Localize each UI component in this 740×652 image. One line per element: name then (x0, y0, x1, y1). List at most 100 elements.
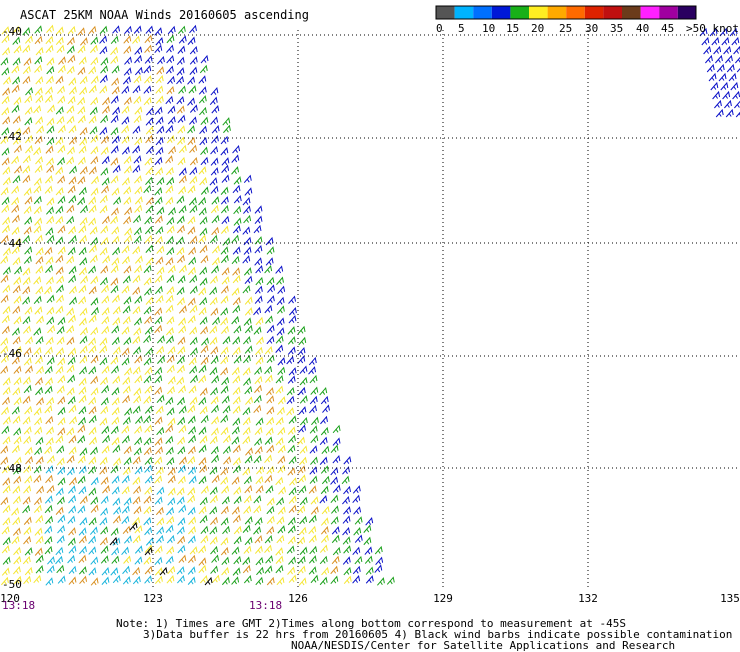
wind-barb (275, 564, 284, 574)
wind-barb (298, 526, 307, 536)
wind-barb (188, 256, 197, 266)
wind-barb (79, 234, 87, 244)
wind-barb (221, 164, 230, 174)
wind-barb (78, 386, 87, 395)
wind-barb (123, 445, 132, 455)
wind-barb (288, 434, 296, 444)
wind-barb (1, 26, 10, 35)
wind-barb (1, 325, 10, 334)
wind-barb (100, 396, 109, 406)
wind-barb (46, 455, 55, 464)
wind-barb (100, 167, 109, 176)
wind-barb (68, 77, 77, 86)
wind-barb (730, 81, 739, 91)
wind-barb (204, 576, 213, 586)
wind-barb (22, 44, 31, 53)
wind-barb (332, 437, 341, 446)
wind-barb (166, 44, 174, 53)
wind-barb (287, 336, 296, 345)
wind-barb (243, 267, 252, 276)
wind-barb (100, 114, 109, 124)
wind-barb (88, 196, 97, 205)
wind-barb (89, 254, 98, 263)
wind-barb (221, 376, 230, 386)
wind-barb (331, 526, 340, 535)
wind-barb (221, 157, 230, 166)
wind-barb (198, 505, 207, 515)
wind-barb (209, 325, 218, 334)
wind-barb (189, 116, 197, 125)
wind-barb (14, 265, 22, 275)
wind-barb (176, 246, 185, 256)
wind-barb (35, 386, 43, 396)
wind-barb (143, 305, 152, 315)
wind-barb (198, 396, 207, 406)
lon-tick-label: 129 (433, 592, 453, 605)
wind-barb (0, 576, 9, 586)
wind-barb (365, 575, 374, 584)
wind-barb (210, 307, 219, 316)
wind-barb (220, 476, 229, 485)
wind-barb (220, 196, 229, 205)
wind-barb (57, 85, 65, 94)
wind-barb (154, 156, 163, 166)
wind-barb (146, 107, 154, 116)
wind-barb (35, 94, 44, 104)
wind-barb (111, 475, 120, 484)
wind-barb (110, 356, 119, 365)
wind-barb (0, 274, 9, 283)
wind-barb (89, 226, 98, 235)
wind-barb (144, 326, 153, 335)
wind-barb (166, 225, 175, 234)
wind-barb (178, 405, 187, 414)
wind-barb (198, 557, 207, 566)
wind-barb (166, 246, 175, 256)
wind-barb (77, 475, 86, 484)
wind-barb (320, 517, 329, 526)
wind-barb (88, 366, 97, 375)
wind-barb (45, 256, 54, 265)
wind-barb (178, 144, 187, 154)
wind-barb (322, 404, 330, 413)
wind-barb (330, 494, 339, 503)
wind-barb (177, 25, 186, 35)
wind-barb (266, 276, 275, 286)
wind-barb (209, 366, 218, 376)
wind-barb (36, 485, 44, 494)
wind-barb (100, 476, 109, 485)
wind-barb (101, 315, 110, 325)
wind-barb (33, 195, 42, 205)
wind-barb (99, 337, 108, 346)
wind-barb (34, 87, 43, 96)
wind-barb (90, 326, 99, 336)
wind-barb (90, 496, 99, 505)
wind-barb (728, 72, 737, 82)
wind-barb (190, 374, 198, 384)
wind-barb (266, 525, 275, 535)
wind-barb (243, 505, 252, 514)
wind-barb (176, 105, 185, 114)
legend-label: 25 (559, 22, 573, 35)
wind-barb (275, 547, 284, 556)
wind-barb (55, 266, 64, 275)
wind-barb (34, 527, 43, 536)
wind-barb (198, 166, 207, 175)
note-line-2: 3)Data buffer is 22 hrs from 20160605 4)… (143, 628, 733, 641)
wind-barb (165, 555, 174, 565)
wind-barb (57, 357, 66, 366)
wind-barb (121, 546, 130, 555)
wind-barb (78, 527, 87, 536)
wind-barb (198, 234, 207, 243)
wind-barb (198, 475, 207, 485)
wind-barb (121, 146, 130, 155)
wind-barb (56, 44, 65, 54)
wind-barb (33, 295, 42, 304)
wind-barb (77, 27, 86, 36)
wind-barb (3, 76, 11, 85)
wind-barb (11, 327, 20, 336)
wind-barb (144, 315, 152, 325)
wind-barb (55, 254, 64, 264)
wind-barb (266, 444, 275, 454)
wind-barb (45, 577, 54, 586)
wind-barb (55, 205, 64, 214)
